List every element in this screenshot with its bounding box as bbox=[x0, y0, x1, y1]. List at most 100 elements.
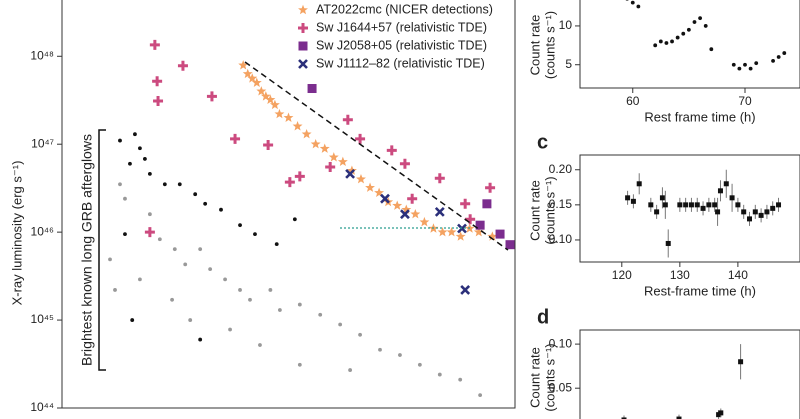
star-marker bbox=[455, 231, 466, 241]
dot-marker bbox=[277, 308, 282, 312]
dot-marker bbox=[108, 257, 112, 262]
dot-marker bbox=[417, 362, 422, 367]
plus-marker bbox=[386, 145, 397, 156]
plus-marker bbox=[407, 193, 418, 204]
square-marker bbox=[298, 41, 308, 51]
plus-marker bbox=[460, 198, 471, 209]
dot-marker bbox=[274, 242, 279, 247]
dot-marker bbox=[162, 182, 167, 187]
star-marker bbox=[356, 174, 366, 184]
legend-label: Sw J1112–82 (relativistic TDE) bbox=[316, 56, 485, 70]
y-axis-label: Count rate bbox=[527, 15, 542, 76]
data-point bbox=[665, 240, 671, 246]
dot-marker bbox=[118, 138, 122, 143]
star-marker bbox=[446, 226, 457, 237]
dot-marker bbox=[686, 27, 691, 32]
dot-marker bbox=[130, 318, 135, 322]
star-marker bbox=[269, 99, 280, 110]
data-point bbox=[758, 212, 764, 218]
x-tick-label: 60 bbox=[626, 94, 640, 108]
star-marker bbox=[247, 73, 258, 83]
x-marker bbox=[434, 206, 445, 217]
dot-marker bbox=[692, 20, 697, 24]
dot-marker bbox=[771, 58, 775, 63]
dot-marker bbox=[675, 35, 680, 40]
y-tick-label: 10 bbox=[559, 18, 573, 32]
x-marker bbox=[345, 168, 356, 179]
y-tick-label: 0.10 bbox=[549, 232, 573, 246]
data-point bbox=[676, 416, 682, 419]
dot-marker bbox=[219, 207, 223, 212]
data-point bbox=[683, 202, 689, 208]
y-tick-label: 5 bbox=[565, 57, 572, 71]
dot-marker bbox=[238, 223, 242, 228]
dot-marker bbox=[743, 62, 747, 67]
star-marker bbox=[392, 200, 403, 210]
plus-marker bbox=[263, 139, 274, 150]
y-tick-label: 10⁴⁸ bbox=[30, 48, 54, 62]
data-point bbox=[776, 202, 782, 208]
data-point bbox=[729, 195, 735, 201]
dot-marker bbox=[118, 182, 122, 187]
y-tick-label: 10⁴⁵ bbox=[31, 312, 55, 326]
star-marker bbox=[265, 94, 276, 104]
dot-marker bbox=[198, 247, 203, 252]
legend-label: AT2022cmc (NICER detections) bbox=[316, 2, 493, 16]
dot-marker bbox=[123, 196, 127, 201]
star-marker bbox=[374, 187, 385, 198]
data-point bbox=[752, 209, 758, 215]
plus-marker bbox=[298, 23, 308, 33]
y-tick-label: 10⁴⁴ bbox=[30, 400, 54, 414]
data-point bbox=[677, 202, 683, 208]
star-marker bbox=[365, 182, 375, 192]
dot-marker bbox=[138, 146, 142, 151]
dot-marker bbox=[748, 66, 753, 71]
data-point bbox=[718, 410, 724, 416]
star-marker bbox=[410, 208, 421, 219]
dot-marker bbox=[258, 343, 262, 347]
dot-marker bbox=[398, 353, 402, 357]
dot-marker bbox=[664, 41, 669, 45]
data-point bbox=[770, 205, 776, 211]
dot-marker bbox=[338, 322, 343, 327]
dot-marker bbox=[625, 0, 629, 1]
square-marker bbox=[475, 220, 485, 230]
star-marker bbox=[292, 121, 303, 131]
dot-marker bbox=[223, 277, 227, 282]
y-axis-label: Count rate bbox=[527, 180, 542, 241]
dot-marker bbox=[138, 277, 142, 282]
data-point bbox=[659, 195, 665, 201]
dot-marker bbox=[292, 217, 297, 222]
plus-marker bbox=[144, 227, 155, 238]
annotation: Brightest known long GRB afterglows bbox=[79, 134, 95, 366]
star-marker bbox=[473, 226, 484, 237]
data-point bbox=[648, 202, 654, 208]
dot-marker bbox=[123, 232, 127, 236]
dot-marker bbox=[348, 368, 353, 372]
x-marker bbox=[400, 209, 410, 220]
star-marker bbox=[310, 139, 321, 149]
dot-marker bbox=[698, 16, 703, 21]
dot-marker bbox=[238, 288, 242, 292]
star-marker bbox=[328, 152, 339, 162]
dot-marker bbox=[297, 302, 302, 307]
dot-marker bbox=[208, 267, 213, 271]
fit-line bbox=[244, 61, 509, 251]
square-marker bbox=[482, 199, 492, 209]
star-marker bbox=[319, 143, 330, 153]
dot-marker bbox=[113, 288, 117, 292]
data-point bbox=[746, 216, 752, 222]
dot-marker bbox=[172, 247, 177, 252]
star-marker bbox=[346, 165, 357, 175]
star-marker bbox=[419, 216, 430, 227]
dot-marker bbox=[170, 297, 174, 302]
square-marker bbox=[495, 229, 505, 239]
data-point bbox=[715, 209, 721, 215]
dot-marker bbox=[731, 62, 736, 67]
data-point bbox=[688, 202, 694, 208]
dot-marker bbox=[437, 372, 442, 377]
y-tick-label: 0.20 bbox=[549, 162, 573, 176]
plus-marker bbox=[294, 171, 305, 182]
data-point bbox=[694, 202, 700, 208]
plot-frame bbox=[579, 154, 800, 263]
